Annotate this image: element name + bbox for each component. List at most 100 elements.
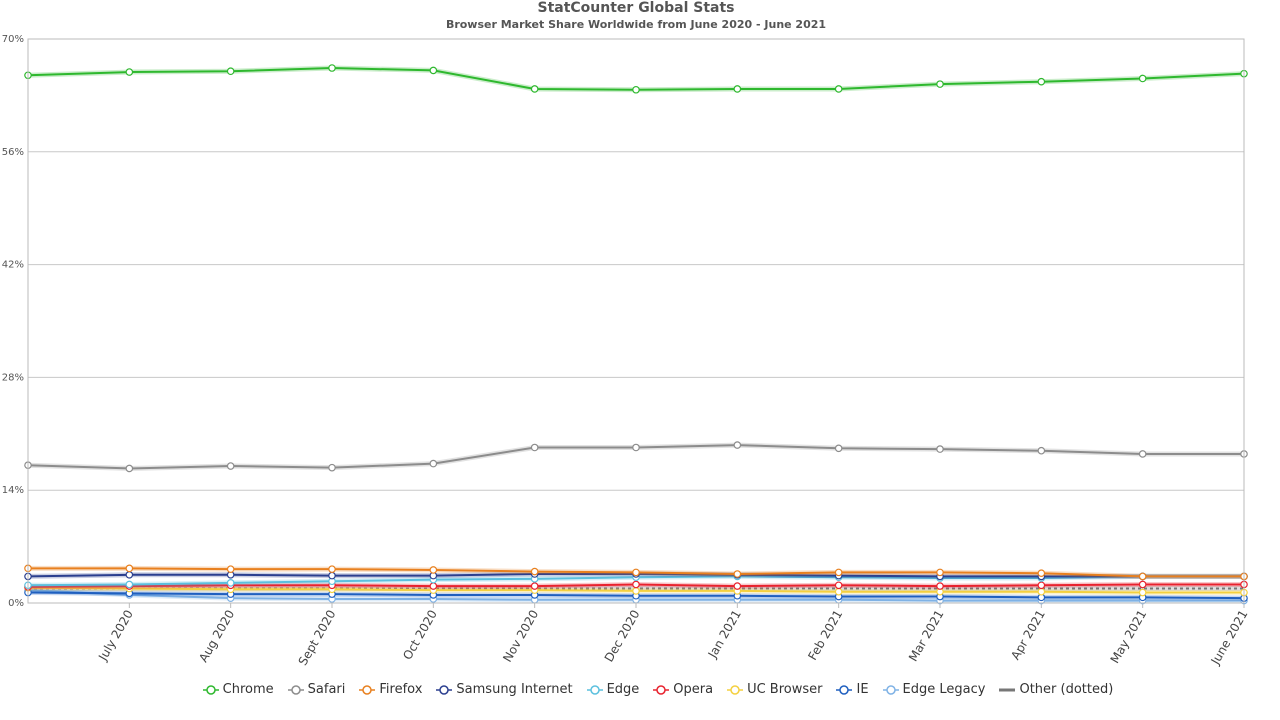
safari-point[interactable] [125, 464, 134, 473]
safari-point[interactable] [226, 462, 235, 470]
chrome-point[interactable] [632, 85, 640, 94]
uc-browser-point[interactable] [1037, 587, 1046, 596]
uc-browser-point[interactable] [1138, 588, 1147, 597]
legend-item-firefox[interactable]: Firefox [359, 682, 422, 697]
legend-swatch [836, 684, 853, 695]
edge-point[interactable] [226, 579, 235, 587]
legend-label: Firefox [379, 682, 423, 697]
y-tick-label: 14% [2, 485, 24, 496]
legend-item-samsung-internet[interactable]: Samsung Internet [436, 682, 573, 697]
firefox-point[interactable] [530, 567, 539, 576]
firefox-point[interactable] [936, 568, 944, 577]
firefox-point[interactable] [125, 564, 134, 573]
legend-swatch [359, 684, 376, 695]
legend-item-edge[interactable]: Edge [586, 682, 639, 697]
chrome-point[interactable] [328, 64, 336, 72]
chrome-point[interactable] [226, 67, 235, 76]
chrome-point[interactable] [1138, 74, 1147, 83]
firefox-point[interactable] [328, 565, 336, 573]
series-safari [24, 441, 1248, 473]
x-tick-label: Sept 2020 [296, 608, 339, 668]
x-tick-label: May 2021 [1108, 608, 1150, 666]
x-tick-label: Dec 2020 [602, 608, 643, 665]
firefox-point[interactable] [226, 565, 235, 573]
y-tick-label: 42% [2, 260, 24, 271]
opera-point[interactable] [834, 581, 843, 590]
legend-label: Other (dotted) [1019, 682, 1114, 697]
opera-point[interactable] [733, 582, 742, 590]
opera-point[interactable] [429, 582, 438, 590]
legend-item-chrome[interactable]: Chrome [202, 682, 274, 697]
x-tick-label: July 2020 [95, 608, 136, 664]
series-chrome [24, 64, 1248, 94]
series-ie [24, 588, 1248, 602]
opera-point[interactable] [1138, 580, 1147, 589]
opera-point[interactable] [632, 580, 640, 589]
y-tick-label: 70% [2, 34, 24, 45]
safari-point[interactable] [530, 443, 539, 452]
series-firefox [24, 564, 1248, 581]
chrome-point[interactable] [530, 85, 539, 93]
x-tick-label: Jan 2021 [705, 608, 744, 662]
firefox-point[interactable] [834, 568, 843, 577]
safari-point[interactable] [328, 463, 336, 472]
opera-point[interactable] [530, 582, 539, 590]
opera-point[interactable] [1037, 581, 1046, 590]
legend-item-uc-browser[interactable]: UC Browser [727, 682, 822, 697]
chrome-point[interactable] [125, 68, 134, 76]
firefox-point[interactable] [1037, 569, 1046, 577]
chrome-point[interactable] [733, 85, 742, 93]
legend-swatch [882, 684, 899, 695]
safari-point[interactable] [733, 441, 742, 449]
safari-point[interactable] [936, 445, 944, 453]
firefox-point[interactable] [429, 566, 438, 574]
x-tick-label: Aug 2020 [196, 608, 237, 665]
chrome-point[interactable] [936, 80, 944, 88]
x-tick-label: Mar 2021 [906, 608, 947, 664]
legend-item-edge-legacy[interactable]: Edge Legacy [882, 682, 986, 697]
chrome-point[interactable] [429, 66, 438, 75]
legend-label: Edge Legacy [902, 682, 986, 697]
opera-point[interactable] [936, 582, 944, 590]
x-tick-label: Oct 2020 [400, 608, 440, 663]
legend-swatch [999, 688, 1016, 691]
samsung-internet-point[interactable] [328, 571, 336, 580]
chart-title: StatCounter Global Stats [537, 0, 735, 16]
legend-item-safari[interactable]: Safari [287, 682, 346, 697]
series-lines [24, 64, 1248, 605]
firefox-point[interactable] [1138, 572, 1147, 581]
uc-browser-point[interactable] [834, 587, 843, 596]
samsung-internet-point[interactable] [125, 570, 134, 579]
y-tick-label: 0% [8, 598, 24, 609]
safari-point[interactable] [429, 459, 438, 468]
safari-point[interactable] [1138, 450, 1147, 458]
firefox-point[interactable] [632, 568, 640, 577]
firefox-point[interactable] [733, 570, 742, 578]
safari-point[interactable] [834, 444, 843, 453]
x-tick-label: Nov 2020 [500, 608, 541, 665]
chrome-point[interactable] [834, 85, 843, 93]
legend-swatch [727, 684, 744, 695]
safari-point[interactable] [1037, 446, 1046, 455]
x-axis-ticks: July 2020 Aug 2020 Sept 2020 Oct 2020 Nov 20… [95, 603, 1251, 668]
legend-label: UC Browser [747, 682, 823, 697]
legend-label: Safari [307, 682, 346, 697]
chrome-point[interactable] [1037, 77, 1046, 86]
uc-browser-point[interactable] [632, 587, 640, 595]
legend-swatch [586, 684, 603, 695]
legend-item-other-dotted[interactable]: Other (dotted) [999, 682, 1113, 697]
legend-item-ie[interactable]: IE [836, 682, 869, 697]
safari-point[interactable] [632, 443, 640, 452]
legend-item-opera[interactable]: Opera [653, 682, 713, 697]
plot-frame [27, 38, 1245, 604]
grid-lines [28, 38, 1244, 604]
chart-subtitle: Browser Market Share Worldwide from June… [445, 18, 827, 31]
legend-swatch [287, 684, 304, 695]
legend-swatch [653, 684, 670, 695]
y-axis-ticks: 0% 14% 28% 42% 56% 70% [2, 34, 24, 609]
legend-label: IE [856, 682, 869, 697]
legend-swatch [202, 684, 219, 695]
legend-label: Samsung Internet [456, 682, 573, 697]
legend-swatch [436, 684, 453, 695]
edge-point[interactable] [125, 580, 134, 589]
